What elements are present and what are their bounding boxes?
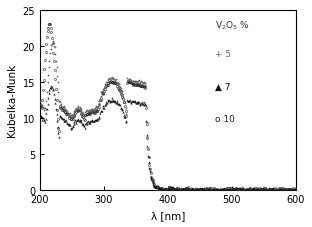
Text: ▲ 7: ▲ 7 — [215, 82, 231, 91]
Y-axis label: Kubelka-Munk: Kubelka-Munk — [7, 64, 17, 137]
Text: o 10: o 10 — [215, 115, 235, 124]
X-axis label: λ [nm]: λ [nm] — [151, 210, 185, 220]
Text: V$_2$O$_5$ %: V$_2$O$_5$ % — [215, 20, 250, 32]
Text: + 5: + 5 — [215, 50, 232, 59]
